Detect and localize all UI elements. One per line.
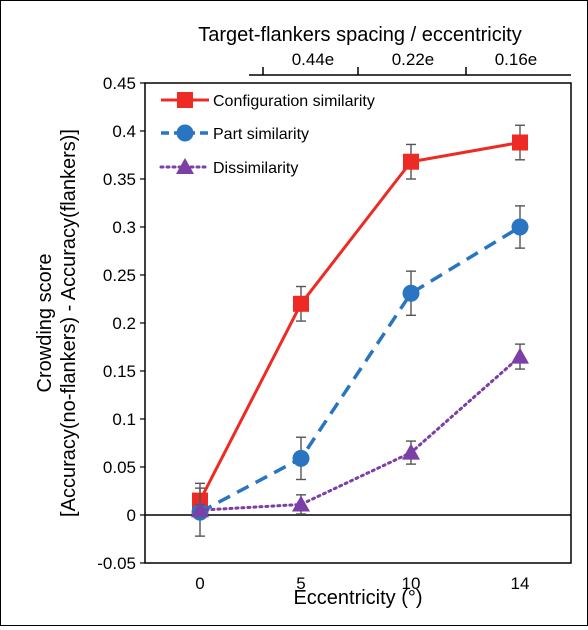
series-configuration-similarity (192, 124, 528, 519)
series-part-similarity (191, 205, 529, 537)
series-dissimilarity (191, 343, 529, 518)
y-tick-label: -0.05 (97, 554, 136, 573)
y-tick-label: 0.2 (112, 314, 136, 333)
legend-item: Dissimilarity (159, 158, 298, 177)
legend-label: Configuration similarity (213, 93, 375, 110)
data-point (293, 295, 309, 312)
legend-label: Part similarity (213, 126, 309, 143)
data-point (191, 501, 209, 518)
top-axis-tick-label: 0.22e (392, 50, 435, 69)
top-axis-tick-label: 0.16e (495, 50, 538, 69)
data-point (511, 347, 529, 364)
x-axis-title: Eccentricity (°) (293, 587, 422, 609)
y-tick-label: 0.05 (103, 458, 136, 477)
legend: Configuration similarity Part similarity D… (159, 92, 375, 177)
data-point (402, 284, 420, 302)
top-axis-tick-label: 0.44e (292, 50, 335, 69)
series (191, 124, 529, 537)
legend-marker (176, 158, 194, 174)
series-line (198, 141, 521, 502)
x-tick-label: 14 (511, 574, 530, 593)
y-tick-label: 0.1 (112, 410, 136, 429)
series-line (198, 355, 522, 512)
data-point (403, 153, 419, 170)
data-point (292, 495, 310, 512)
axes: -0.05 0 0.05 0.1 0.15 0.2 0.25 0.3 0.35 0.4 0.45 0 5… (97, 50, 572, 593)
axis-labels: Target-flankers spacing / eccentricity Ec… (34, 24, 522, 609)
data-point (512, 134, 528, 151)
y-tick-label: 0.15 (103, 362, 136, 381)
x-tick-label: 5 (296, 574, 305, 593)
y-axis-title-line2: [Accuracy(no-flankers) - Accuracy(flanke… (58, 129, 80, 517)
y-tick-label: 0.4 (112, 122, 136, 141)
y-tick-label: 0.25 (103, 266, 136, 285)
plot-frame (144, 82, 572, 564)
series-line (199, 225, 521, 514)
legend-item: Part similarity (161, 124, 309, 143)
legend-marker (177, 92, 193, 108)
y-tick-label: 0.35 (103, 170, 136, 189)
legend-label: Dissimilarity (213, 160, 298, 177)
x-tick-label: 0 (195, 574, 204, 593)
y-tick-label: 0.45 (103, 74, 136, 93)
y-axis-title-line1: Crowding score (34, 254, 56, 393)
legend-marker (176, 124, 194, 142)
data-point (511, 218, 529, 236)
legend-item: Configuration similarity (161, 92, 375, 110)
y-tick-label: 0.3 (112, 218, 136, 237)
data-point (292, 449, 310, 467)
x-tick-label: 10 (402, 574, 421, 593)
top-axis-title: Target-flankers spacing / eccentricity (198, 24, 521, 46)
y-tick-label: 0 (127, 506, 136, 525)
data-point (402, 443, 420, 460)
